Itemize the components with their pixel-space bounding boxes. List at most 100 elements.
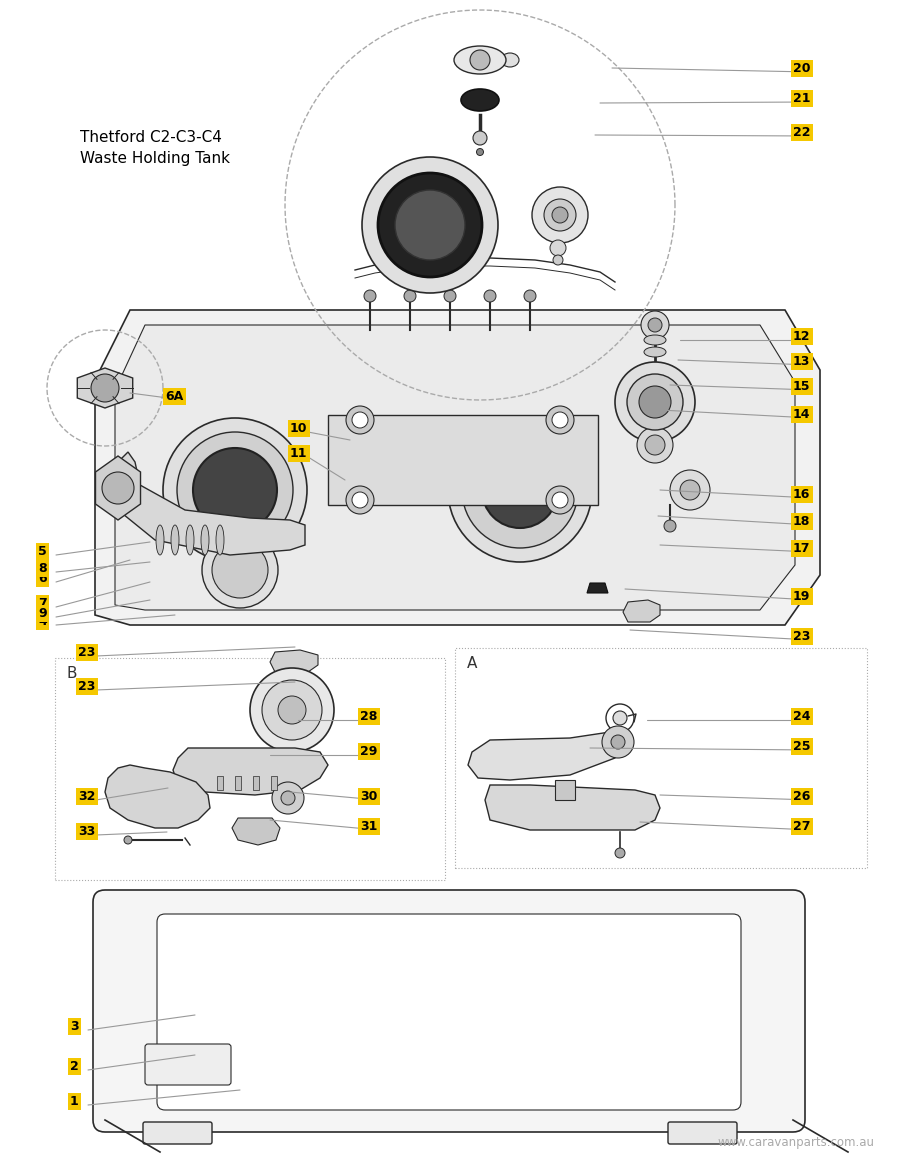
- Bar: [253, 776, 259, 790]
- Circle shape: [627, 374, 683, 430]
- Polygon shape: [112, 452, 305, 555]
- Circle shape: [250, 668, 334, 752]
- Circle shape: [346, 406, 374, 434]
- Ellipse shape: [186, 524, 194, 555]
- Text: 12: 12: [793, 331, 811, 343]
- Text: B: B: [67, 666, 77, 681]
- Text: 5: 5: [38, 545, 47, 558]
- Circle shape: [648, 318, 662, 332]
- Text: A: A: [467, 656, 477, 670]
- Text: 2: 2: [70, 1061, 79, 1073]
- Text: 32: 32: [78, 790, 95, 804]
- Polygon shape: [95, 456, 140, 520]
- FancyBboxPatch shape: [157, 915, 741, 1110]
- Circle shape: [550, 239, 566, 256]
- Text: 16: 16: [793, 488, 810, 501]
- Ellipse shape: [461, 89, 499, 111]
- Text: 19: 19: [793, 590, 810, 603]
- Circle shape: [378, 173, 482, 277]
- Circle shape: [124, 836, 132, 844]
- Text: 18: 18: [793, 515, 810, 528]
- Ellipse shape: [454, 46, 506, 74]
- Circle shape: [346, 486, 374, 514]
- Text: 11: 11: [290, 447, 308, 460]
- Circle shape: [163, 418, 307, 562]
- Text: 28: 28: [360, 710, 377, 723]
- Circle shape: [476, 148, 483, 155]
- Circle shape: [532, 187, 588, 243]
- Circle shape: [202, 531, 278, 609]
- Circle shape: [613, 711, 627, 725]
- Text: 4: 4: [38, 616, 47, 628]
- Text: 3: 3: [70, 1020, 78, 1033]
- Text: 22: 22: [793, 126, 811, 139]
- Circle shape: [444, 290, 456, 303]
- Text: 29: 29: [360, 745, 377, 758]
- Circle shape: [664, 520, 676, 531]
- Circle shape: [352, 412, 368, 427]
- Circle shape: [670, 470, 710, 510]
- FancyBboxPatch shape: [668, 1122, 737, 1143]
- Bar: [55, 658, 445, 880]
- Bar: [235, 776, 241, 790]
- Circle shape: [524, 290, 536, 303]
- Circle shape: [484, 290, 496, 303]
- Text: Thetford C2-C3-C4
Waste Holding Tank: Thetford C2-C3-C4 Waste Holding Tank: [80, 130, 230, 166]
- Bar: [217, 776, 223, 790]
- Circle shape: [395, 190, 465, 260]
- Circle shape: [212, 542, 268, 598]
- Ellipse shape: [644, 347, 666, 357]
- Circle shape: [641, 311, 669, 339]
- Circle shape: [544, 199, 576, 231]
- Polygon shape: [173, 748, 328, 795]
- Bar: [555, 780, 575, 800]
- Circle shape: [272, 783, 304, 814]
- Polygon shape: [105, 765, 210, 828]
- Ellipse shape: [156, 524, 164, 555]
- Circle shape: [611, 735, 625, 749]
- Polygon shape: [232, 818, 280, 844]
- Circle shape: [482, 452, 558, 528]
- Circle shape: [462, 432, 578, 548]
- Ellipse shape: [171, 524, 179, 555]
- Circle shape: [362, 157, 498, 293]
- Text: 33: 33: [78, 825, 95, 837]
- Polygon shape: [95, 310, 820, 625]
- FancyBboxPatch shape: [145, 1044, 231, 1085]
- Circle shape: [602, 726, 634, 758]
- Text: 13: 13: [793, 355, 810, 368]
- Text: 9: 9: [38, 607, 47, 620]
- Text: 6: 6: [38, 572, 47, 585]
- Text: www.caravanparts.com.au: www.caravanparts.com.au: [718, 1136, 875, 1149]
- Circle shape: [352, 492, 368, 508]
- Text: 27: 27: [793, 820, 811, 833]
- Bar: [328, 415, 598, 505]
- Text: 30: 30: [360, 790, 377, 804]
- Circle shape: [470, 50, 490, 70]
- Circle shape: [615, 362, 695, 442]
- Circle shape: [639, 385, 671, 418]
- Polygon shape: [587, 583, 608, 593]
- Text: 7: 7: [38, 597, 47, 610]
- Circle shape: [645, 434, 665, 456]
- Circle shape: [193, 449, 277, 531]
- Ellipse shape: [201, 524, 209, 555]
- Text: 8: 8: [38, 562, 47, 575]
- Polygon shape: [485, 785, 660, 830]
- Circle shape: [546, 486, 574, 514]
- Circle shape: [278, 696, 306, 724]
- Polygon shape: [270, 651, 318, 672]
- Text: 21: 21: [793, 92, 811, 105]
- Polygon shape: [468, 732, 620, 780]
- Circle shape: [364, 290, 376, 303]
- Text: 10: 10: [290, 422, 308, 434]
- Circle shape: [680, 480, 700, 500]
- Circle shape: [552, 412, 568, 427]
- Circle shape: [448, 418, 592, 562]
- Circle shape: [262, 680, 322, 741]
- Text: 14: 14: [793, 408, 811, 420]
- Text: 25: 25: [793, 741, 811, 753]
- Circle shape: [473, 131, 487, 145]
- Bar: [271, 776, 277, 790]
- Circle shape: [552, 207, 568, 223]
